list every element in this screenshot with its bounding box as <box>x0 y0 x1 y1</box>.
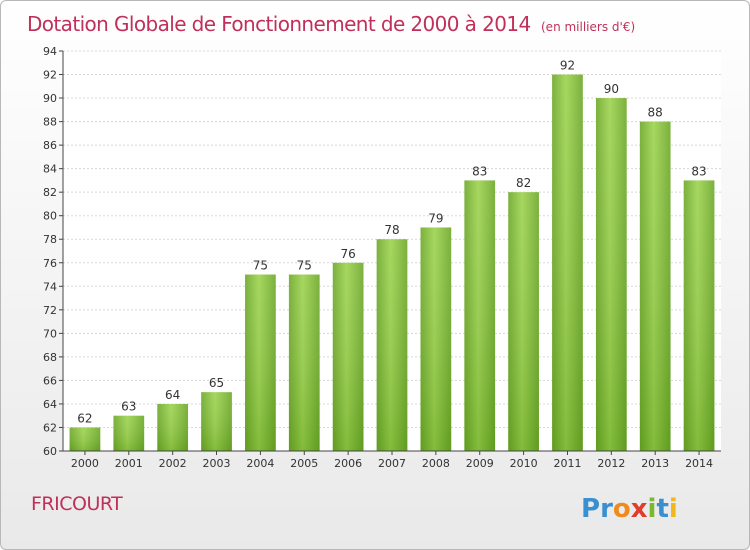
bar-shade <box>639 121 671 452</box>
y-tick-label: 64 <box>43 398 57 411</box>
data-label: 83 <box>472 164 487 178</box>
bar-shade <box>552 74 583 451</box>
bar-shade <box>508 192 539 452</box>
x-tick-label: 2009 <box>466 457 494 470</box>
y-tick-label: 60 <box>43 445 57 458</box>
x-tick-label: 2014 <box>685 457 713 470</box>
bar-shade <box>376 239 408 451</box>
data-label: 64 <box>165 388 180 402</box>
x-tick-label: 2012 <box>597 457 625 470</box>
bars: 62 63 64 65 75 75 76 78 79 83 82 92 90 88 83 <box>69 59 715 452</box>
bar-shade <box>69 427 101 451</box>
y-tick-label: 82 <box>43 186 57 199</box>
data-label: 78 <box>384 223 399 237</box>
data-label: 82 <box>516 176 531 190</box>
y-tick-label: 90 <box>43 92 57 105</box>
bar-shade <box>332 262 364 451</box>
bar-shade <box>288 274 320 451</box>
data-label: 63 <box>121 400 136 414</box>
data-label: 75 <box>297 259 312 273</box>
y-tick-label: 62 <box>43 421 57 434</box>
y-tick-label: 80 <box>43 210 57 223</box>
data-label: 75 <box>253 259 268 273</box>
x-tick-label: 2006 <box>334 457 362 470</box>
x-tick-label: 2001 <box>115 457 143 470</box>
x-axis: 2000 2001 2002 2003 2004 2005 2006 2007 2008 2009… <box>63 450 721 470</box>
chart-title: Dotation Globale de Fonctionnement de 20… <box>27 12 531 36</box>
data-label: 83 <box>691 164 706 178</box>
y-tick-label: 78 <box>43 233 57 246</box>
y-tick-label: 76 <box>43 257 57 270</box>
x-tick-label: 2010 <box>510 457 538 470</box>
bar-shade <box>595 98 627 451</box>
bar-shade <box>157 403 189 451</box>
x-tick-label: 2003 <box>203 457 231 470</box>
x-tick-label: 2008 <box>422 457 450 470</box>
y-axis: 60 62 64 66 68 70 72 74 76 78 80 82 84 86 88 90 92 94 <box>43 45 64 458</box>
bar-shade <box>245 274 276 451</box>
y-tick-label: 70 <box>43 327 57 340</box>
data-label: 79 <box>428 211 443 225</box>
data-label: 62 <box>77 411 92 425</box>
data-label: 92 <box>560 59 575 73</box>
x-tick-label: 2002 <box>159 457 187 470</box>
x-tick-label: 2004 <box>246 457 274 470</box>
y-tick-label: 92 <box>43 69 57 82</box>
data-label: 88 <box>648 106 663 120</box>
y-tick-label: 84 <box>43 163 57 176</box>
place-name: FRICOURT <box>31 493 123 515</box>
data-label: 76 <box>340 247 355 261</box>
x-tick-label: 2000 <box>71 457 99 470</box>
bar-shade <box>464 180 496 452</box>
data-label: 65 <box>209 376 224 390</box>
x-tick-label: 2013 <box>641 457 669 470</box>
chart-subtitle: (en milliers d'€) <box>541 20 635 34</box>
bar-shade <box>201 392 232 451</box>
bar-shade <box>113 415 145 451</box>
svg-text:Proxiti: Proxiti <box>581 494 678 524</box>
y-tick-label: 88 <box>43 116 57 129</box>
y-tick-label: 72 <box>43 304 57 317</box>
x-tick-label: 2011 <box>553 457 581 470</box>
proxiti-logo: Proxiti <box>581 494 678 524</box>
x-tick-label: 2007 <box>378 457 406 470</box>
y-tick-label: 86 <box>43 139 57 152</box>
data-label: 90 <box>604 82 619 96</box>
y-tick-label: 66 <box>43 374 57 387</box>
x-tick-label: 2005 <box>290 457 318 470</box>
y-tick-label: 74 <box>43 280 57 293</box>
bar-shade <box>683 180 715 452</box>
bar-shade <box>420 227 452 451</box>
y-tick-label: 68 <box>43 351 57 364</box>
y-tick-label: 94 <box>43 45 57 58</box>
